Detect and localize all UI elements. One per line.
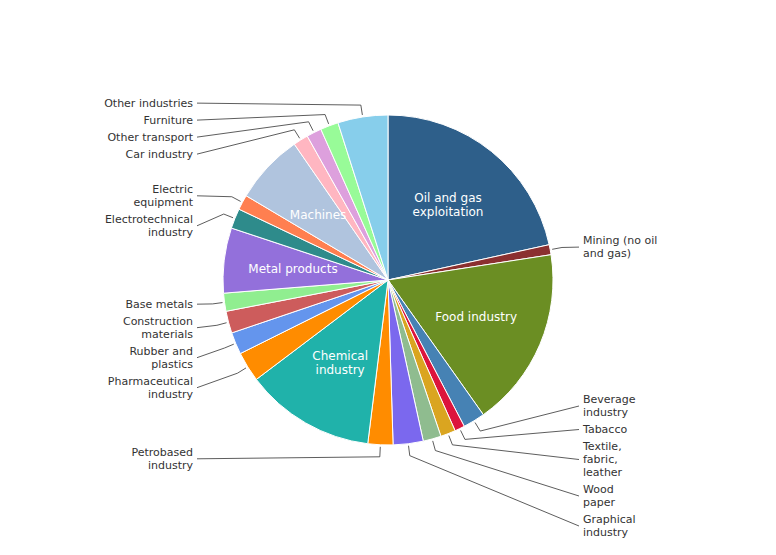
svg-text:Other transport: Other transport	[107, 131, 193, 144]
svg-text:Textile,: Textile,	[582, 440, 622, 453]
svg-text:industry: industry	[148, 459, 194, 472]
svg-text:Tabacco: Tabacco	[582, 423, 627, 436]
svg-text:equipment: equipment	[133, 196, 193, 209]
svg-text:paper: paper	[583, 496, 615, 509]
svg-text:fabric,: fabric,	[583, 453, 618, 466]
svg-text:Electric: Electric	[152, 183, 193, 196]
svg-text:Other industries: Other industries	[104, 97, 193, 110]
svg-text:Petrobased: Petrobased	[131, 446, 193, 459]
svg-text:plastics: plastics	[151, 358, 193, 371]
svg-text:Food industry: Food industry	[435, 310, 517, 324]
svg-text:Metal products: Metal products	[248, 262, 337, 276]
svg-text:industry: industry	[148, 388, 194, 401]
svg-text:Chemical: Chemical	[312, 349, 368, 363]
svg-text:exploitation: exploitation	[413, 205, 484, 219]
svg-text:Graphical: Graphical	[583, 513, 636, 526]
svg-text:Electrotechnical: Electrotechnical	[105, 213, 193, 226]
svg-text:Rubber and: Rubber and	[129, 345, 193, 358]
svg-text:leather: leather	[583, 466, 623, 479]
svg-text:Furniture: Furniture	[144, 114, 194, 127]
svg-text:industry: industry	[148, 226, 194, 239]
svg-text:Wood: Wood	[583, 483, 614, 496]
svg-text:Machines: Machines	[290, 208, 346, 222]
svg-text:Car industry: Car industry	[126, 148, 194, 161]
svg-text:Beverage: Beverage	[583, 393, 636, 406]
svg-text:industry: industry	[583, 406, 629, 419]
svg-text:Construction: Construction	[123, 315, 193, 328]
svg-text:Mining (no oil: Mining (no oil	[583, 234, 657, 247]
svg-text:Pharmaceutical: Pharmaceutical	[108, 375, 193, 388]
svg-text:industry: industry	[316, 363, 365, 377]
svg-text:materials: materials	[141, 328, 193, 341]
svg-text:Base metals: Base metals	[125, 298, 193, 311]
svg-text:and gas): and gas)	[583, 247, 631, 260]
svg-text:industry: industry	[583, 526, 629, 539]
svg-text:Oil and gas: Oil and gas	[414, 191, 482, 205]
